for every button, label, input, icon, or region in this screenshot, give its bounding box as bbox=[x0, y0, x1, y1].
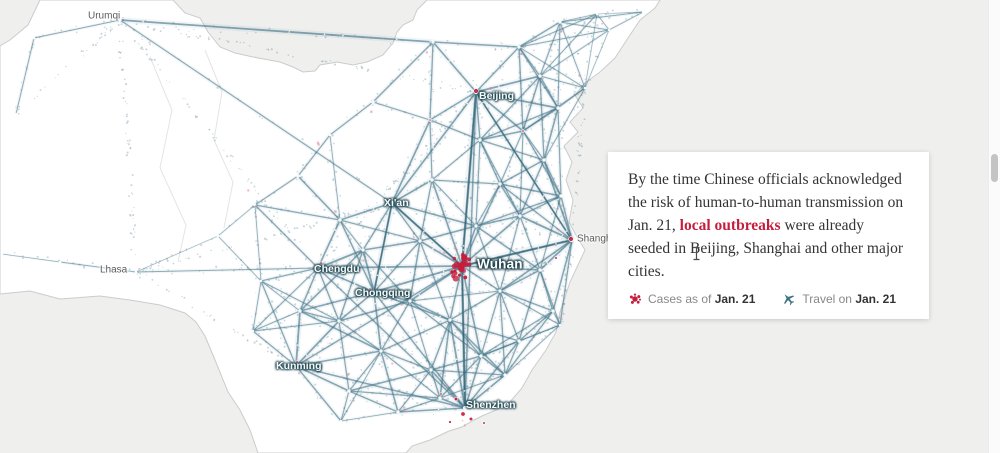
annotation-highlight: local outbreaks bbox=[679, 217, 781, 234]
legend: Cases as of Jan. 21 Travel on Jan. 21 bbox=[628, 292, 910, 306]
wuhan-cluster-dot bbox=[450, 270, 454, 274]
wuhan-cluster-dot bbox=[460, 260, 466, 267]
province-border bbox=[149, 56, 187, 263]
annotation-card: By the time Chinese officials acknowledg… bbox=[608, 152, 929, 319]
case-dot bbox=[453, 396, 459, 402]
case-dot bbox=[439, 392, 443, 396]
wuhan-cluster-dot bbox=[452, 256, 457, 261]
route-lines bbox=[1, 11, 644, 422]
text-cursor-icon bbox=[693, 246, 700, 261]
legend-cases-date: Jan. 21 bbox=[714, 292, 756, 306]
wuhan-cluster-dot bbox=[453, 269, 457, 273]
legend-cases: Cases as of Jan. 21 bbox=[628, 292, 755, 306]
virus-icon bbox=[629, 293, 641, 304]
plane-icon bbox=[784, 294, 795, 306]
wuhan-cluster-dot bbox=[461, 254, 468, 261]
china-outline bbox=[0, 0, 661, 453]
case-dot bbox=[482, 421, 486, 425]
wuhan-cluster-dot bbox=[463, 275, 468, 280]
wuhan-cluster-dot bbox=[467, 257, 472, 262]
wuhan-cluster-dot bbox=[461, 268, 466, 273]
legend-travel: Travel on Jan. 21 bbox=[781, 292, 896, 306]
case-dot bbox=[460, 411, 466, 417]
wuhan-cluster-dot bbox=[453, 271, 458, 276]
case-dot bbox=[319, 261, 323, 265]
province-border bbox=[204, 49, 234, 229]
case-dot bbox=[468, 416, 474, 422]
case-dot bbox=[473, 88, 479, 94]
legend-cases-label: Cases as of Jan. 21 bbox=[648, 292, 756, 306]
case-dot bbox=[448, 420, 452, 424]
case-markers bbox=[295, 88, 574, 425]
case-dot bbox=[554, 256, 558, 260]
scrollbar-track[interactable] bbox=[988, 0, 1000, 453]
wuhan-cluster-dot bbox=[457, 273, 462, 277]
case-dot bbox=[428, 118, 432, 122]
legend-travel-label: Travel on Jan. 21 bbox=[802, 292, 897, 306]
case-dot bbox=[521, 129, 525, 133]
annotation-text: By the time Chinese officials acknowledg… bbox=[628, 168, 910, 283]
annotation-text-before: By the time Chinese officials acknowledg… bbox=[628, 171, 904, 234]
scrollbar-thumb[interactable] bbox=[991, 154, 998, 182]
wuhan-cluster-dot bbox=[452, 275, 459, 282]
case-dot bbox=[368, 287, 372, 291]
wuhan-cluster-dot bbox=[457, 262, 460, 265]
case-dot bbox=[475, 402, 479, 406]
case-dot bbox=[295, 360, 299, 364]
basemap bbox=[0, 0, 661, 453]
case-dot bbox=[568, 236, 574, 242]
legend-travel-date: Jan. 21 bbox=[855, 292, 897, 306]
case-dot bbox=[388, 197, 392, 201]
